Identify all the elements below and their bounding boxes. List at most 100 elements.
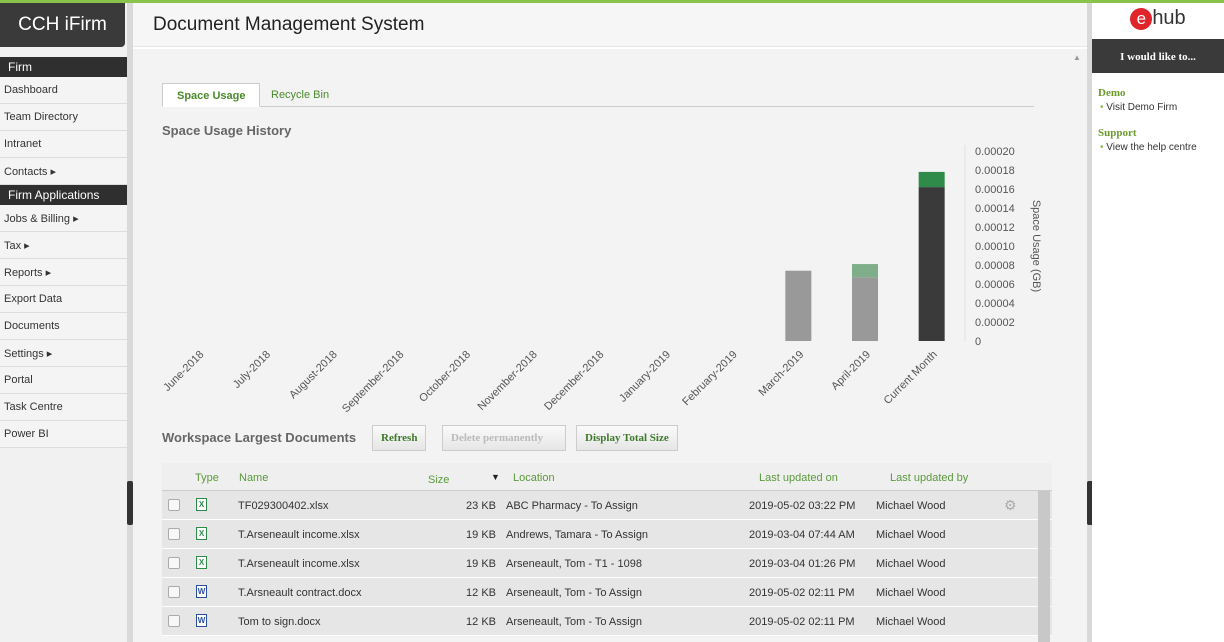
y-tick-label: 0.00002 (975, 317, 1015, 329)
excel-file-icon: X (196, 498, 207, 511)
row-checkbox[interactable] (168, 528, 180, 540)
x-tick-label: July-2018 (231, 349, 273, 391)
content-area: Space Usage Recycle Bin Space Usage Hist… (133, 49, 1087, 642)
table-row[interactable]: W Tom to sign.docx 12 KB Arseneault, Tom… (162, 607, 1052, 636)
col-name[interactable]: Name (239, 472, 269, 484)
x-tick-label: October-2018 (417, 349, 473, 405)
x-tick-label: April-2019 (829, 349, 873, 393)
doc-updated-by: Michael Wood (876, 529, 946, 541)
app-logo[interactable]: CCH iFirm (0, 3, 125, 47)
doc-updated-on: 2019-05-02 03:22 PM (749, 500, 856, 512)
doc-name[interactable]: Tom to sign.docx (238, 616, 321, 628)
sidebar-item[interactable]: Reports ▸ (0, 259, 127, 286)
row-checkbox[interactable] (168, 557, 180, 569)
col-last-updated-by[interactable]: Last updated by (890, 472, 969, 484)
row-checkbox[interactable] (168, 615, 180, 627)
top-accent-bar (0, 0, 1224, 3)
col-last-updated-on[interactable]: Last updated on (759, 472, 838, 484)
doc-location: ABC Pharmacy - To Assign (506, 500, 638, 512)
doc-updated-by: Michael Wood (876, 616, 946, 628)
bar-segment (852, 264, 878, 278)
x-tick-label: September-2018 (340, 349, 406, 415)
tab-recycle-bin[interactable]: Recycle Bin (271, 89, 330, 101)
visit-demo-firm-link[interactable]: Visit Demo Firm (1100, 102, 1224, 113)
doc-location: Arseneault, Tom - To Assign (506, 616, 642, 628)
word-file-icon: W (196, 614, 207, 627)
doc-location: Arseneault, Tom - T1 - 1098 (506, 558, 642, 570)
sidebar-item[interactable]: Dashboard (0, 77, 127, 104)
sort-desc-icon[interactable]: ▼ (491, 472, 500, 482)
sidebar-item[interactable]: Team Directory (0, 104, 127, 131)
doc-name[interactable]: T.Arseneault income.xlsx (238, 558, 360, 570)
y-tick-label: 0.00006 (975, 279, 1015, 291)
space-usage-chart: 0 0.00002 0.00004 0.00006 0.00008 0.00010 0.00… (161, 145, 1042, 415)
x-tick-label: February-2019 (680, 349, 740, 409)
y-tick-label: 0 (975, 336, 981, 348)
main-panel: Document Management System Space Usage R… (133, 3, 1087, 642)
row-checkbox[interactable] (168, 586, 180, 598)
col-type[interactable]: Type (195, 472, 219, 484)
y-tick-label: 0.00018 (975, 165, 1015, 177)
sidebar-item[interactable]: Intranet (0, 131, 127, 158)
y-tick-label: 0.00012 (975, 222, 1015, 234)
excel-file-icon: X (196, 556, 207, 569)
doc-location: Andrews, Tamara - To Assign (506, 529, 649, 541)
doc-size: 23 KB (466, 500, 496, 512)
table-row[interactable]: X T.Arseneault income.xlsx 19 KB Arsenea… (162, 549, 1052, 578)
doc-updated-on: 2019-03-04 01:26 PM (749, 558, 856, 570)
doc-name[interactable]: TF029300402.xlsx (238, 500, 329, 512)
x-tick-label: Current Month (882, 349, 940, 407)
x-tick-label: March-2019 (756, 349, 806, 399)
sidebar-collapse-handle[interactable] (127, 481, 133, 525)
sidebar-item[interactable]: Task Centre (0, 394, 127, 421)
y-tick-label: 0.00008 (975, 260, 1015, 272)
x-tick-label: November-2018 (476, 349, 540, 413)
bar-segment (852, 277, 878, 341)
tab-space-usage[interactable]: Space Usage (162, 83, 261, 107)
sidebar-item[interactable]: Portal (0, 367, 127, 394)
sidebar-item[interactable]: Documents (0, 313, 127, 340)
doc-name[interactable]: T.Arsneault contract.docx (238, 587, 362, 599)
sidebar-item[interactable]: Export Data (0, 286, 127, 313)
table-row[interactable]: X TF029300402.xlsx 23 KB ABC Pharmacy - … (162, 491, 1052, 520)
col-size[interactable]: Size (428, 474, 450, 486)
chart-title: Space Usage History (162, 123, 292, 138)
sidebar-item[interactable]: Settings ▸ (0, 340, 127, 367)
delete-permanently-button[interactable]: Delete permanently (442, 425, 566, 451)
page-scroll-up-icon[interactable]: ▲ (1073, 53, 1081, 62)
y-tick-label: 0.00004 (975, 298, 1015, 310)
documents-table: Type Name Size ▼ Location Last updated o… (162, 463, 1052, 636)
sidebar-item[interactable]: Tax ▸ (0, 232, 127, 259)
x-tick-label: December-2018 (542, 349, 606, 413)
table-row[interactable]: X T.Arseneault income.xlsx 19 KB Andrews… (162, 520, 1052, 549)
right-panel-collapse-handle[interactable] (1087, 481, 1093, 525)
doc-size: 12 KB (466, 587, 496, 599)
refresh-button[interactable]: Refresh (372, 425, 427, 451)
doc-updated-by: Michael Wood (876, 558, 946, 570)
view-help-centre-link[interactable]: View the help centre (1100, 142, 1224, 153)
excel-file-icon: X (196, 527, 207, 540)
x-tick-label: January-2019 (617, 349, 673, 405)
ehub-logo: e hub (1092, 3, 1224, 39)
table-row[interactable]: W T.Arsneault contract.docx 12 KB Arsene… (162, 578, 1052, 607)
doc-updated-by: Michael Wood (876, 500, 946, 512)
doc-updated-on: 2019-05-02 02:11 PM (749, 616, 855, 628)
display-total-size-button[interactable]: Display Total Size (576, 425, 678, 451)
gear-icon[interactable]: ⚙ (1004, 497, 1017, 513)
sidebar-item[interactable]: Contacts ▸ (0, 158, 127, 185)
nav-section-heading: Firm (0, 57, 127, 77)
col-location[interactable]: Location (513, 472, 555, 484)
table-scrollbar[interactable] (1038, 491, 1050, 642)
tab-bar: Space Usage Recycle Bin (162, 83, 1034, 107)
row-checkbox[interactable] (168, 499, 180, 511)
left-sidebar: CCH iFirm Firm Dashboard Team Directory Int… (0, 3, 127, 642)
y-axis-label: Space Usage (GB) (1030, 200, 1042, 292)
doc-size: 19 KB (466, 558, 496, 570)
word-file-icon: W (196, 585, 207, 598)
y-tick-label: 0.00020 (975, 146, 1015, 158)
doc-size: 19 KB (466, 529, 496, 541)
sidebar-item[interactable]: Power BI (0, 421, 127, 448)
sidebar-item[interactable]: Jobs & Billing ▸ (0, 205, 127, 232)
x-tick-label: August-2018 (287, 349, 340, 402)
doc-name[interactable]: T.Arseneault income.xlsx (238, 529, 360, 541)
